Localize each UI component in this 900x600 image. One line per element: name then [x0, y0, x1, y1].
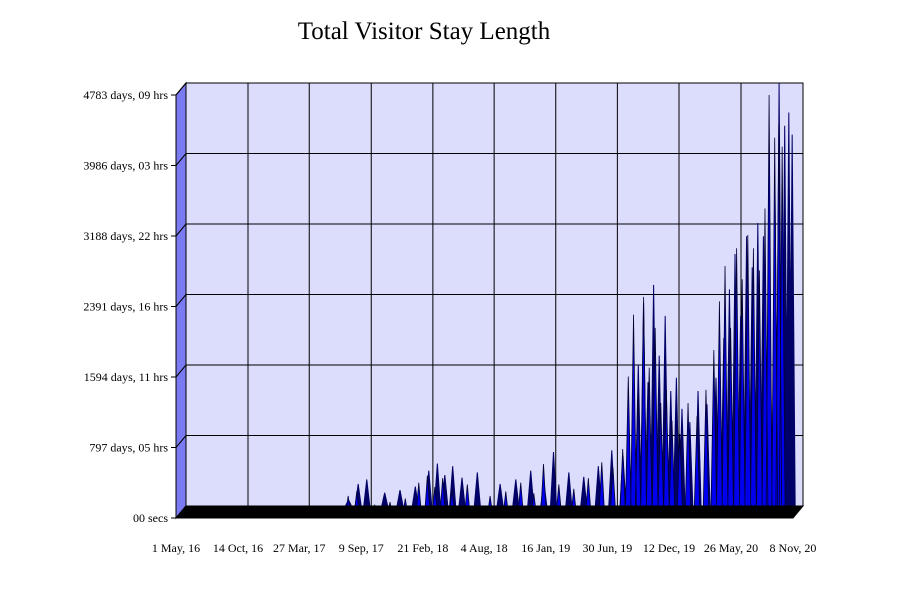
x-tick-label: 30 Jun, 19: [583, 541, 633, 555]
x-tick-label: 27 Mar, 17: [273, 541, 326, 555]
y-axis-labels: 00 secs 797 days, 05 hrs 1594 days, 11 hrs…: [83, 88, 176, 525]
x-tick-label: 12 Dec, 19: [643, 541, 695, 555]
x-axis-labels: 1 May, 16 14 Oct, 16 27 Mar, 17 9 Sep, 17 21…: [152, 541, 817, 555]
grid-line-y-side: [175, 364, 187, 378]
chart-floor-slab: [174, 505, 805, 519]
y-tick-label: 1594 days, 11 hrs: [84, 370, 169, 384]
chart-floor: [174, 505, 805, 519]
x-tick-label: 1 May, 16: [152, 541, 200, 555]
x-tick-label: 8 Nov, 20: [770, 541, 817, 555]
chart-walls: [175, 81, 804, 520]
y-tick-label: 3188 days, 22 hrs: [83, 229, 168, 243]
y-tick-label: 00 secs: [133, 511, 168, 525]
x-tick-label: 21 Feb, 18: [397, 541, 448, 555]
x-tick-label: 9 Sep, 17: [339, 541, 384, 555]
grid-line-y-side: [175, 223, 187, 237]
x-tick-label: 26 May, 20: [704, 541, 758, 555]
y-tick-label: 2391 days, 16 hrs: [83, 300, 168, 314]
x-tick-label: 16 Jan, 19: [521, 541, 570, 555]
grid-line-y-side: [175, 82, 187, 96]
x-tick-label: 4 Aug, 18: [461, 541, 508, 555]
y-tick-label: 4783 days, 09 hrs: [83, 88, 168, 102]
grid-line-y-side: [175, 294, 187, 307]
chart-title: Total Visitor Stay Length: [297, 18, 551, 45]
y-tick-label: 797 days, 05 hrs: [89, 441, 168, 455]
grid-line-y-side: [175, 153, 187, 166]
grid-line-y-side: [175, 435, 187, 448]
y-tick-label: 3986 days, 03 hrs: [83, 159, 168, 173]
x-tick-label: 14 Oct, 16: [213, 541, 263, 555]
